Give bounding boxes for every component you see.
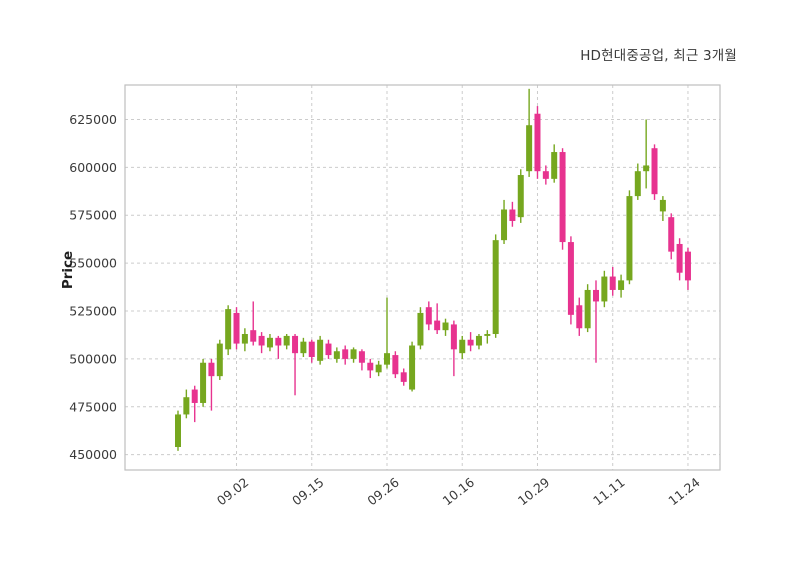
candle-body-down xyxy=(668,217,675,252)
candle-body-up xyxy=(501,209,508,241)
candle-body-up xyxy=(526,125,533,172)
x-tick-label: 09.02 xyxy=(214,475,251,509)
candle-body-up xyxy=(459,339,466,354)
candle-body-down xyxy=(325,343,332,356)
x-tick-label: 09.15 xyxy=(289,475,326,509)
candle-body-up xyxy=(618,280,625,290)
candle-body-down xyxy=(684,251,691,281)
y-tick-label: 550000 xyxy=(69,256,117,271)
candle-body-up xyxy=(266,337,273,348)
candle-body-up xyxy=(492,240,499,335)
candle-body-down xyxy=(191,389,198,403)
candle-body-down xyxy=(258,335,265,346)
candle-body-down xyxy=(233,312,240,344)
candle-body-up xyxy=(601,276,608,302)
x-tick-label: 10.29 xyxy=(515,475,552,509)
candle-body-down xyxy=(342,349,349,359)
y-tick-label: 575000 xyxy=(69,208,117,223)
candle-body-up xyxy=(484,334,491,336)
candle-body-down xyxy=(250,330,257,342)
candle-body-up xyxy=(300,341,307,354)
candle-body-down xyxy=(559,152,566,243)
x-tick-label: 11.24 xyxy=(665,475,702,509)
candle-body-down xyxy=(367,362,374,371)
candle-body-down xyxy=(467,339,474,346)
candle-body-down xyxy=(534,113,541,172)
candle-body-down xyxy=(400,372,407,382)
candle-body-up xyxy=(317,339,324,361)
candle-body-up xyxy=(183,397,190,415)
x-tick-label: 09.26 xyxy=(364,475,401,509)
candle-body-up xyxy=(409,345,416,390)
candle-body-up xyxy=(475,335,482,346)
y-tick-label: 525000 xyxy=(69,304,117,319)
candle-body-up xyxy=(200,362,207,403)
candle-body-down xyxy=(434,320,441,331)
candle-body-down xyxy=(450,324,457,350)
candle-body-up xyxy=(442,322,449,331)
candle-body-up xyxy=(634,171,641,197)
candle-body-down xyxy=(292,335,299,354)
candle-body-up xyxy=(584,289,591,329)
y-tick-label: 475000 xyxy=(69,399,117,414)
candle-body-up xyxy=(384,353,390,365)
candle-body-down xyxy=(208,362,215,377)
candle-body-down xyxy=(358,351,365,363)
candle-body-up xyxy=(626,196,633,281)
candle-body-down xyxy=(609,276,616,290)
candle-body-down xyxy=(425,307,432,325)
candle-body-down xyxy=(651,148,658,195)
candle-body-down xyxy=(275,337,282,346)
plot-border xyxy=(124,84,721,471)
candle-body-up xyxy=(375,364,382,373)
y-tick-label: 500000 xyxy=(69,351,117,366)
candle-body-up xyxy=(283,335,290,346)
candle-body-down xyxy=(593,289,599,302)
candle-body-up xyxy=(551,152,558,179)
candle-body-down xyxy=(509,209,516,221)
y-tick-label: 625000 xyxy=(69,112,117,127)
x-tick-label: 10.16 xyxy=(440,475,477,509)
y-axis-label: Price xyxy=(60,250,76,290)
y-tick-label: 450000 xyxy=(69,447,117,462)
candle-body-up xyxy=(643,165,650,172)
candle-body-up xyxy=(659,199,666,212)
candle-body-up xyxy=(216,343,223,377)
candle-body-up xyxy=(241,334,248,344)
candle-body-up xyxy=(350,349,357,359)
candle-body-up xyxy=(175,414,181,448)
candle-body-down xyxy=(576,305,583,329)
candle-body-up xyxy=(333,351,340,359)
candle-body-down xyxy=(542,171,549,179)
candle-body-up xyxy=(225,309,232,350)
candle-body-up xyxy=(517,175,524,218)
candle-body-up xyxy=(417,312,424,346)
candle-body-down xyxy=(308,341,315,357)
candle-body-down xyxy=(567,242,574,315)
chart-title: HD현대중공업, 최근 3개월 xyxy=(580,48,737,64)
y-tick-label: 600000 xyxy=(69,160,117,175)
candle-body-down xyxy=(676,243,683,273)
x-tick-label: 11.11 xyxy=(590,475,627,509)
candle-body-down xyxy=(392,355,399,375)
